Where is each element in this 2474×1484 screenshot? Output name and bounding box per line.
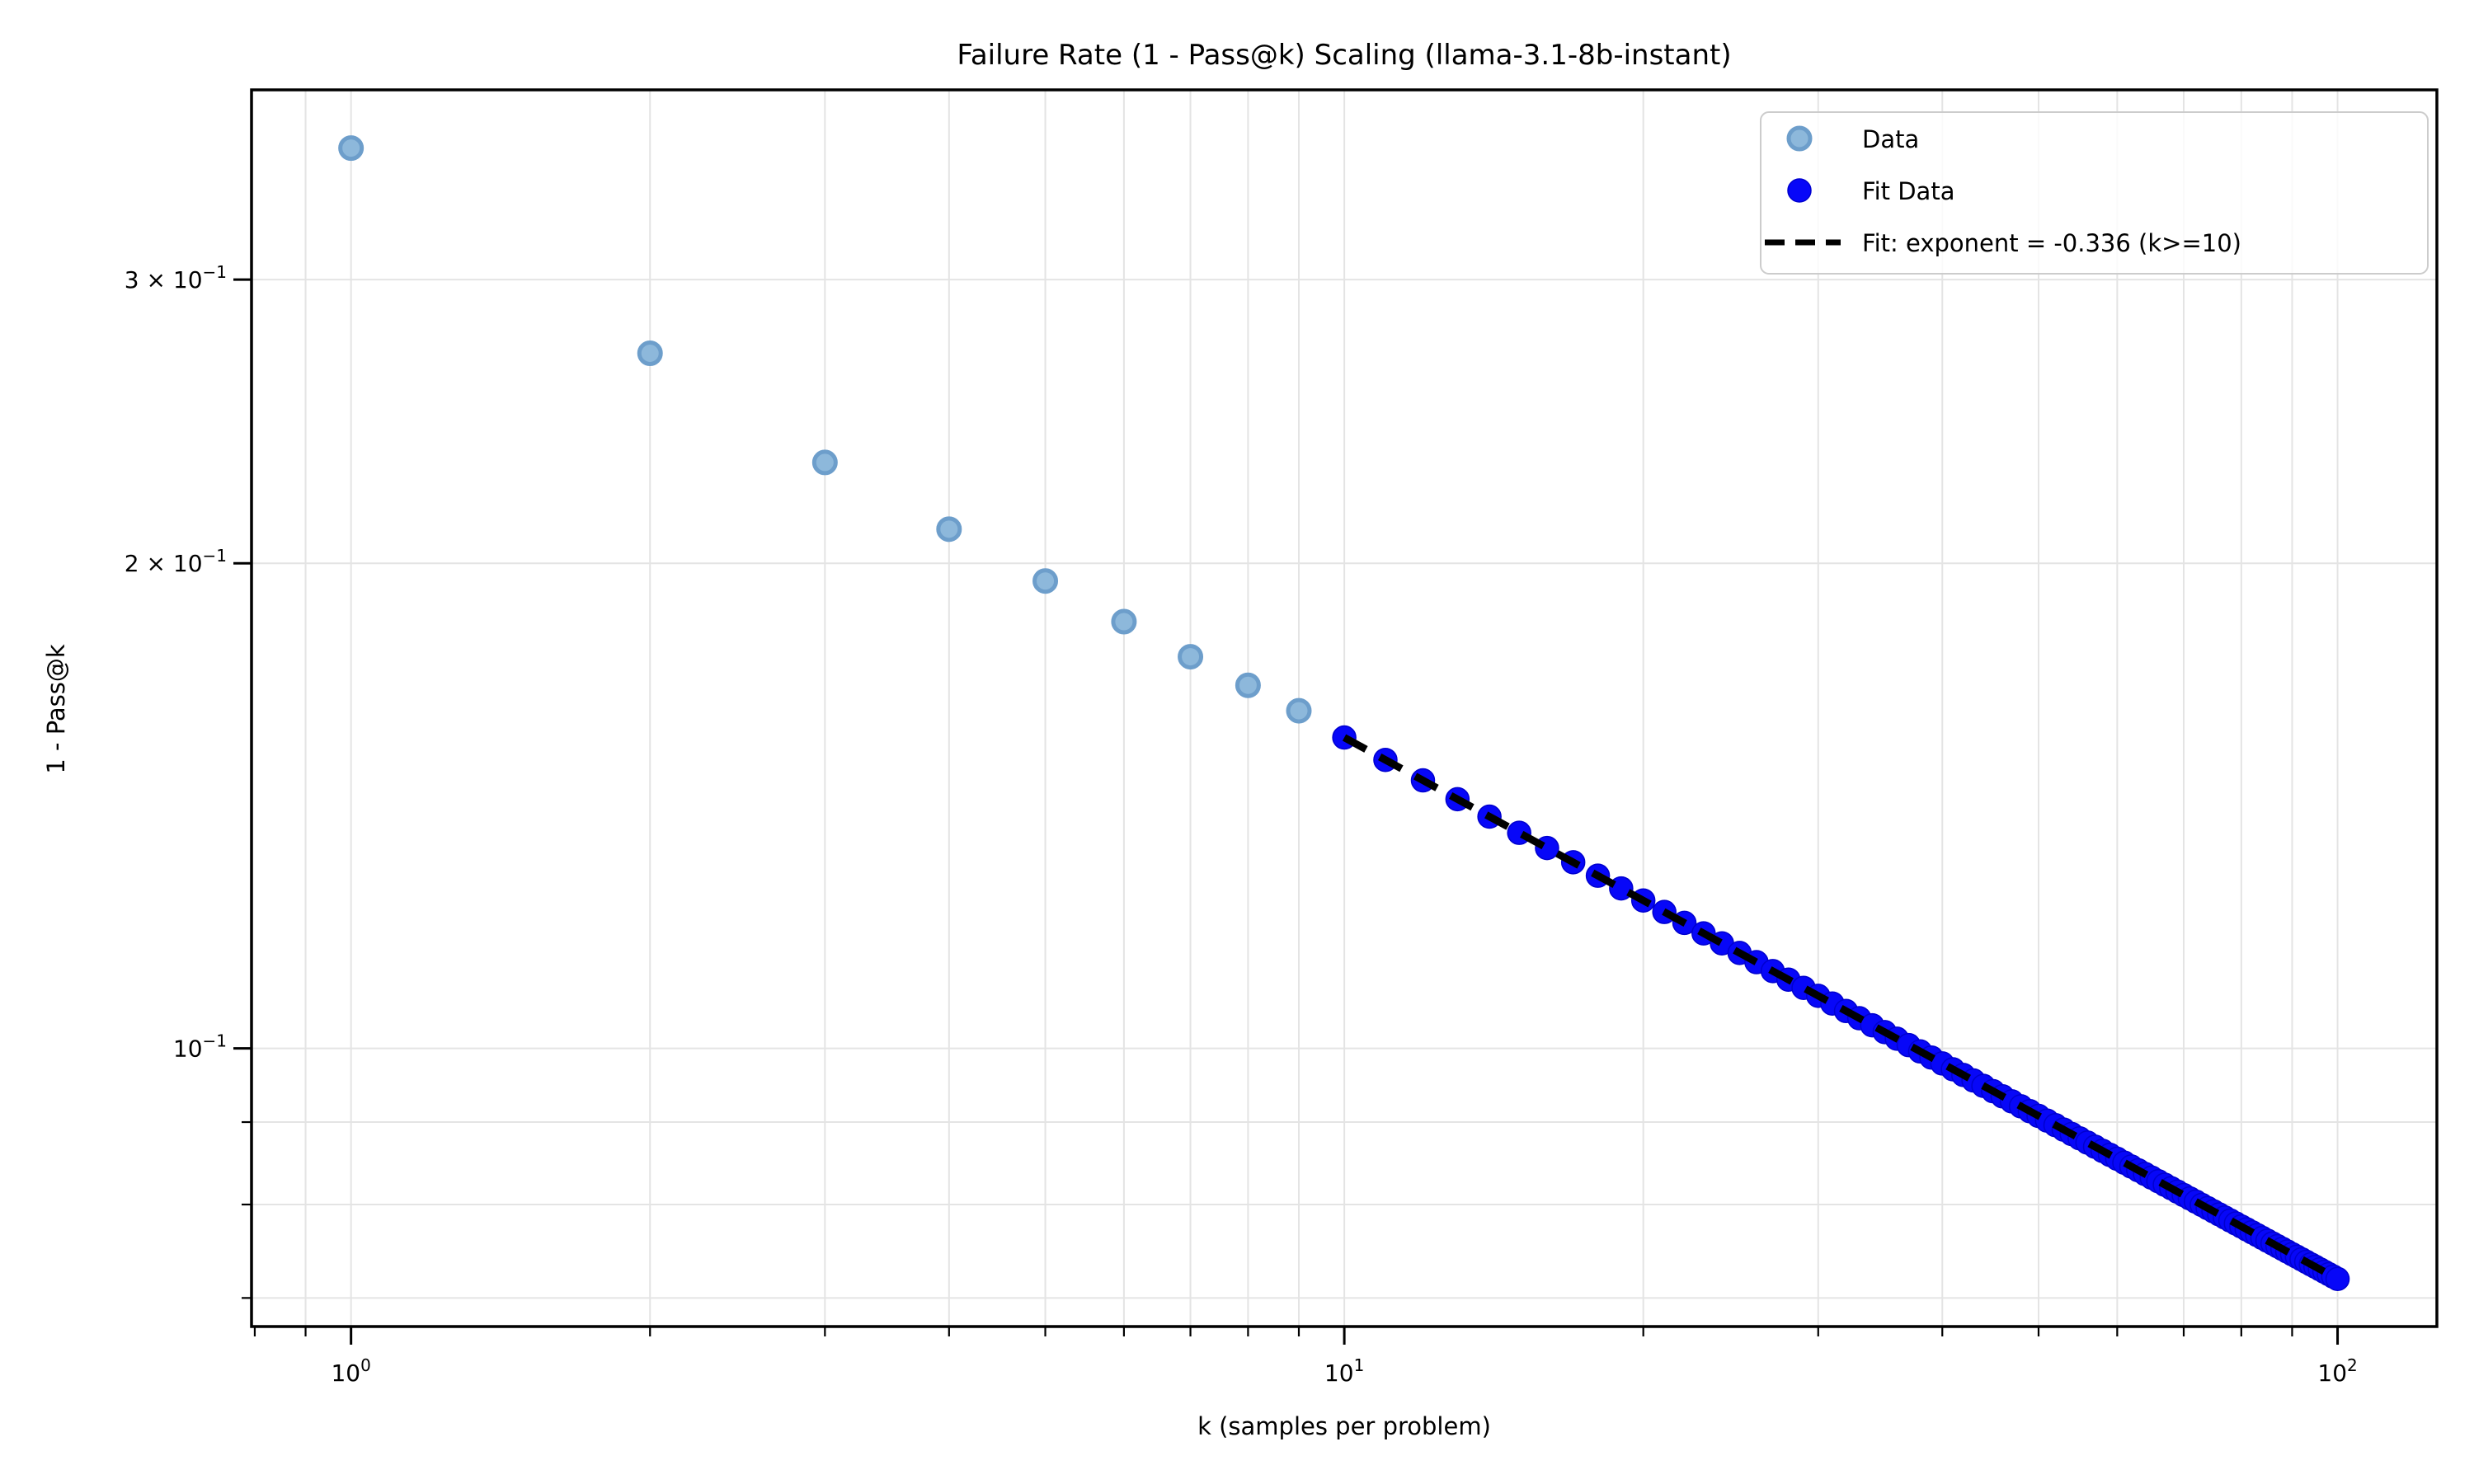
exponent: 0 bbox=[360, 1355, 371, 1375]
data-point bbox=[338, 135, 365, 162]
legend-label: Data bbox=[1862, 125, 1919, 153]
chart-title: Failure Rate (1 - Pass@k) Scaling (llama… bbox=[957, 39, 1731, 72]
exponent: −1 bbox=[203, 262, 227, 282]
x-tick-label: 101 bbox=[1324, 1355, 1364, 1387]
data-point bbox=[1178, 644, 1204, 670]
data-point bbox=[811, 449, 838, 476]
y-tick-label: 3 × 10−1 bbox=[125, 262, 227, 294]
exponent: −1 bbox=[203, 1031, 227, 1051]
data-point bbox=[936, 516, 962, 542]
data-point bbox=[1111, 608, 1137, 635]
grid-layer bbox=[252, 90, 2437, 1327]
legend: Data Fit Data Fit: exponent = -0.336 (k>=1… bbox=[1760, 111, 2429, 275]
legend-label: Fit Data bbox=[1862, 177, 1954, 205]
y-tick-label: 10−1 bbox=[173, 1031, 227, 1063]
data-point bbox=[1235, 672, 1261, 698]
legend-data-marker-icon bbox=[1786, 125, 1813, 152]
legend-item: Data bbox=[1786, 125, 1919, 153]
data-point bbox=[1286, 697, 1312, 724]
legend-item: Fit: exponent = -0.336 (k>=10) bbox=[1765, 229, 2241, 257]
exponent: −1 bbox=[203, 546, 227, 566]
x-tick-label: 100 bbox=[331, 1355, 370, 1387]
data-point bbox=[637, 340, 663, 367]
fit-data-point bbox=[2325, 1266, 2350, 1291]
legend-box bbox=[1760, 111, 2429, 275]
exponent: 2 bbox=[2347, 1355, 2358, 1375]
data-point bbox=[1032, 568, 1059, 594]
y-tick-label: 2 × 10−1 bbox=[125, 546, 227, 577]
x-axis-label: k (samples per problem) bbox=[1197, 1412, 1491, 1440]
legend-label: Fit: exponent = -0.336 (k>=10) bbox=[1862, 229, 2241, 257]
legend-item: Fit Data bbox=[1787, 177, 1954, 205]
fit-line bbox=[1342, 734, 2340, 1283]
exponent: 1 bbox=[1354, 1355, 1365, 1375]
legend-fit-data-marker-icon bbox=[1787, 178, 1812, 203]
x-tick-label: 102 bbox=[2317, 1355, 2357, 1387]
series-layer bbox=[338, 135, 2350, 1291]
y-axis-label: 1 - Pass@k bbox=[42, 644, 70, 774]
